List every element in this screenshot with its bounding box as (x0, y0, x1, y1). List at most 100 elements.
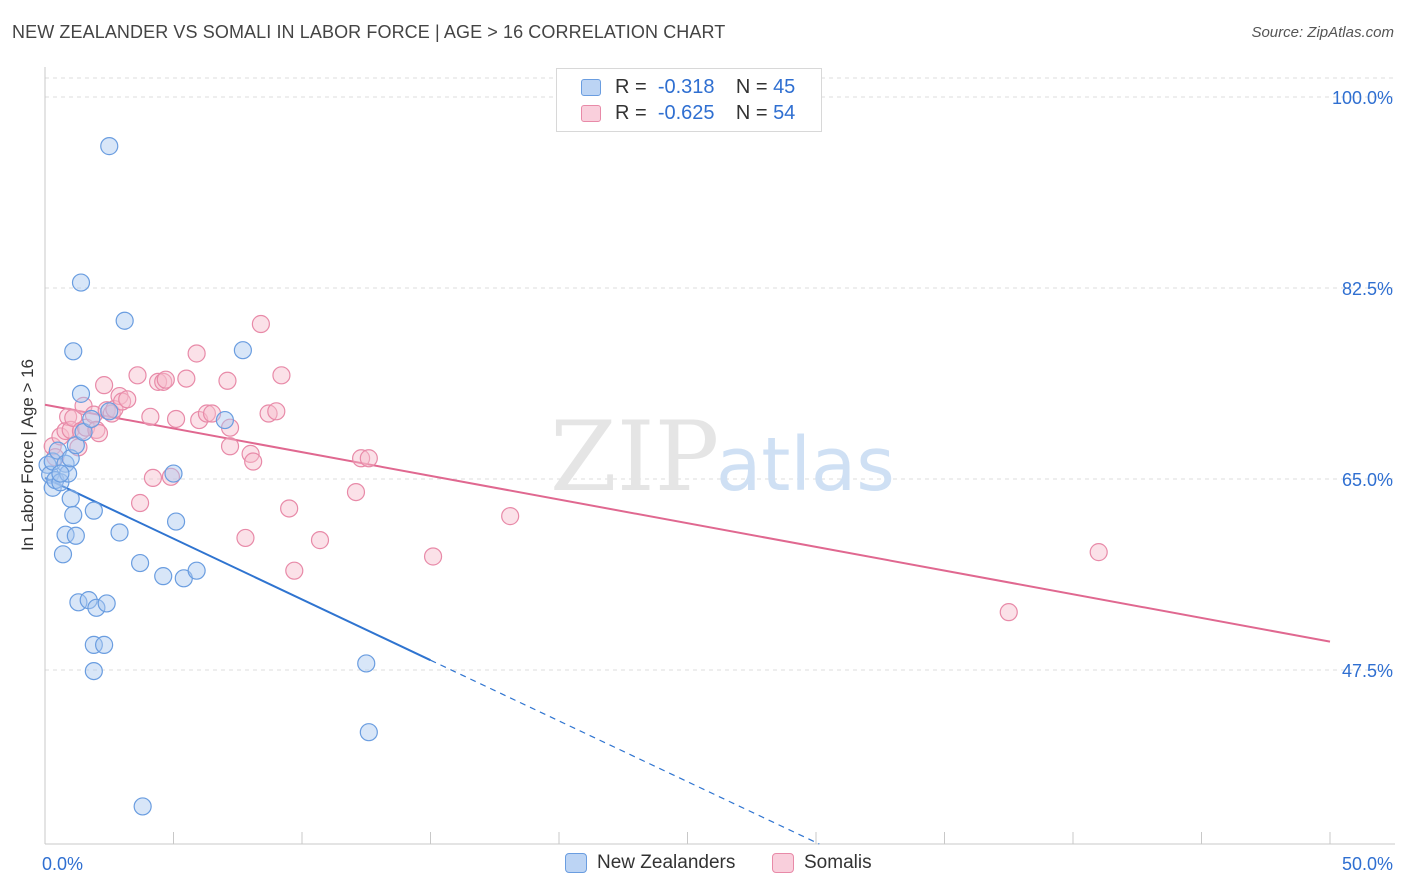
legend-n-label: N = (735, 75, 768, 98)
new-zealander-point (100, 402, 119, 421)
somali-point (267, 402, 286, 421)
somali-point (218, 371, 237, 390)
somali-point (285, 561, 304, 580)
legend-r-label: R = (615, 75, 647, 98)
somali-point (154, 372, 173, 391)
somali-point (166, 409, 186, 429)
new-zealander-point (61, 489, 80, 508)
correlation-legend: R = -0.318 N = 45 R = -0.625 N = 54 (556, 68, 822, 132)
series-name-somalis: Somalis (804, 852, 872, 873)
new-zealander-point (64, 505, 83, 525)
new-zealander-point (115, 311, 134, 330)
somali-point (161, 467, 181, 486)
series-swatch-new-zealanders (565, 853, 587, 873)
somali-point (156, 370, 175, 389)
new-zealander-point (51, 464, 70, 483)
watermark: ZIP atlas (550, 401, 895, 513)
new-zealander-point (64, 342, 83, 361)
data-points (38, 137, 1108, 816)
somali-point (244, 452, 263, 471)
series-legend: New Zealanders Somalis (0, 852, 1406, 876)
somali-point (118, 390, 137, 409)
new-zealander-point (154, 567, 173, 586)
new-zealander-point (84, 501, 103, 520)
somali-point (359, 449, 378, 468)
new-zealander-point (110, 523, 129, 542)
new-zealander-trend-line (44, 477, 431, 662)
new-zealander-point (95, 635, 114, 654)
new-zealander-point (66, 526, 85, 545)
somali-point (220, 437, 240, 456)
somali-point (177, 369, 196, 388)
somali-point (197, 404, 217, 423)
y-tick-label: 47.5% (1342, 661, 1393, 681)
somali-point (999, 603, 1018, 622)
legend-row-new-zealanders: R = -0.318 N = 45 (581, 75, 795, 99)
new-zealander-point (84, 661, 103, 681)
source-credit: Source: ZipAtlas.com (1251, 24, 1394, 41)
somali-point (143, 468, 163, 488)
new-zealander-point (164, 464, 183, 483)
new-zealander-point (84, 635, 103, 654)
legend-r-value: -0.625 (657, 101, 715, 124)
watermark-atlas: atlas (716, 422, 895, 508)
somali-point (51, 427, 70, 446)
legend-n-value: 45 (773, 75, 796, 98)
legend-r-label: R = (615, 101, 647, 124)
series-name-new-zealanders: New Zealanders (597, 852, 736, 873)
axes (44, 67, 1395, 845)
legend-swatch-somalis (581, 104, 601, 122)
series-legend-new-zealanders[interactable]: New Zealanders (565, 852, 735, 874)
legend-n-value: 54 (773, 101, 796, 124)
somali-point (423, 547, 443, 566)
somali-point (89, 424, 109, 443)
somali-point (346, 482, 366, 502)
new-zealander-point (53, 545, 73, 564)
watermark-zip: ZIP (550, 401, 719, 513)
new-zealander-point (233, 341, 252, 360)
chart-title: NEW ZEALANDER VS SOMALI IN LABOR FORCE |… (12, 22, 726, 42)
somali-point (251, 314, 270, 334)
series-legend-somalis[interactable]: Somalis (772, 852, 872, 874)
somali-point (352, 449, 371, 468)
y-tick-label: 100.0% (1332, 88, 1393, 108)
legend-swatch-new-zealanders (581, 78, 601, 96)
somali-trend-line (44, 403, 1331, 643)
new-zealander-point (82, 409, 101, 429)
tick-labels: 47.5% 65.0% 82.5% 100.0% 0.0% 50.0% (42, 88, 1393, 874)
new-zealander-point (187, 561, 206, 580)
new-zealander-point (100, 137, 119, 156)
somali-point (310, 531, 330, 550)
grid-lines (45, 77, 1395, 671)
somali-point (236, 528, 255, 548)
new-zealander-point (130, 553, 150, 573)
somali-point (141, 407, 160, 426)
new-zealander-point (71, 384, 91, 403)
somali-point (1089, 543, 1108, 562)
somali-point (95, 376, 114, 395)
new-zealander-point (133, 797, 152, 816)
trend-lines (44, 403, 1331, 845)
x-tick-label: 50.0% (1342, 854, 1393, 874)
new-zealander-point (71, 273, 91, 292)
new-zealander-point (359, 723, 378, 742)
somali-point (130, 493, 150, 513)
new-zealander-point (87, 598, 106, 617)
y-tick-label: 82.5% (1342, 279, 1393, 299)
somali-point (187, 344, 206, 363)
somali-point (280, 499, 299, 518)
new-zealander-point (215, 410, 234, 430)
legend-r-value: -0.318 (657, 75, 715, 98)
new-zealander-point (357, 654, 376, 673)
y-tick-label: 65.0% (1342, 470, 1393, 490)
legend-row-somalis: R = -0.625 N = 54 (581, 101, 795, 125)
new-zealander-point (59, 464, 78, 483)
x-tick-label: 0.0% (42, 854, 83, 874)
new-zealander-point (166, 512, 186, 531)
somali-point (272, 366, 291, 385)
new-zealander-trend-extension (430, 659, 820, 845)
somali-point (501, 507, 520, 526)
series-swatch-somalis (772, 853, 794, 873)
somali-point (128, 366, 147, 385)
